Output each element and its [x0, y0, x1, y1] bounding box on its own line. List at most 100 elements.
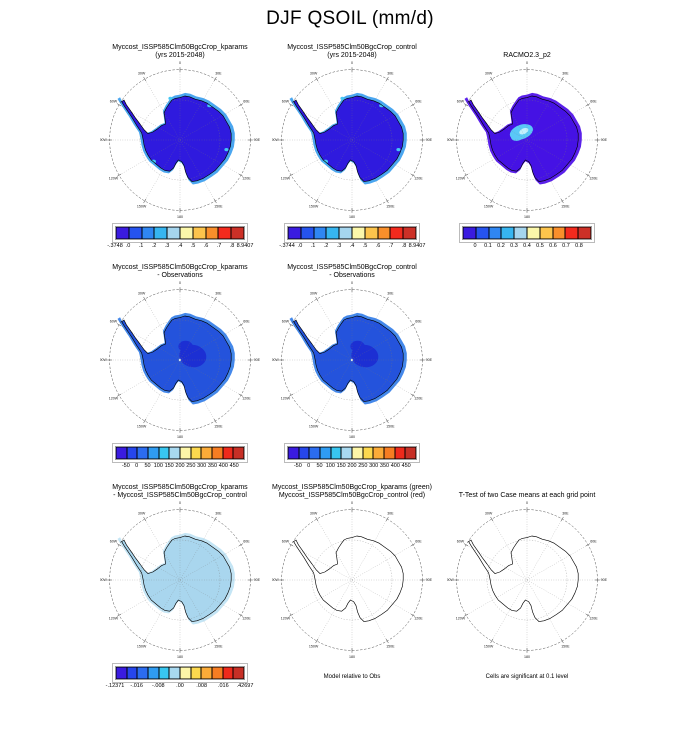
- longitude-label: 90E: [426, 358, 432, 362]
- longitude-label: 150W: [484, 644, 494, 648]
- longitude-label: 120E: [589, 616, 598, 620]
- boundary-tick: [385, 76, 389, 82]
- colorbar-segment: [180, 447, 191, 459]
- colorbar-segment: [190, 667, 202, 679]
- boundary-tick: [143, 76, 147, 82]
- antarctica-coastline: [121, 95, 232, 182]
- colorbar-tick-label: 50: [144, 463, 151, 469]
- colorbar-tick-label: .5: [190, 243, 196, 249]
- dark-anomaly-patch: [178, 340, 193, 352]
- colorbar-tick-label: 150: [164, 463, 174, 469]
- boundary-tick: [143, 638, 147, 644]
- panel-title: Myccost_ISSP585Clm50BgcCrop_control (yrs…: [287, 44, 417, 59]
- melt-patch-core: [519, 127, 529, 135]
- colorbar-segment: [169, 667, 181, 679]
- boundary-tick: [463, 543, 469, 547]
- longitude-label: 60W: [457, 540, 465, 544]
- colorbar-segment: [475, 227, 489, 239]
- panel-title: Myccost_ISSP585Clm50BgcCrop_kparams - Ob…: [112, 264, 248, 279]
- longitude-label: 0: [351, 61, 353, 65]
- colorbar-tick-label: .7: [388, 243, 394, 249]
- boundary-tick: [116, 103, 122, 107]
- colorbar-segment: [154, 227, 168, 239]
- antarctica-fill: [293, 96, 404, 182]
- antarctica-map: 0 30E 60E 90E 120E 150E 180 150W 120W 90W 60W 30W: [100, 500, 261, 660]
- melt-patch: [511, 132, 524, 141]
- colorbar-tick-label: 50: [316, 463, 323, 469]
- antarctica-map: 0 30E 60E 90E 120E 150E 180 150W 120W 90W 60W 30W: [100, 60, 261, 220]
- longitude-label: 60W: [110, 100, 118, 104]
- boundary-tick: [490, 516, 494, 522]
- colorbar-segment: [126, 447, 138, 459]
- longitude-label: 120E: [242, 616, 251, 620]
- longitude-label: 180: [349, 215, 355, 219]
- meridian-line: [316, 518, 388, 642]
- longitude-label: 150W: [309, 204, 319, 208]
- longitude-label: 150W: [309, 424, 319, 428]
- longitude-label: 90W: [100, 358, 108, 362]
- boundary-tick: [213, 296, 217, 302]
- colorbar-tick-label: 350: [207, 463, 218, 469]
- colorbar-tick-label: -.3744: [279, 243, 295, 249]
- colorbar-segment: [288, 227, 301, 239]
- longitude-label: 90E: [254, 138, 260, 142]
- colorbar-tick-label: 0.1: [484, 243, 492, 249]
- boundary-tick: [410, 103, 416, 107]
- map-svg: 0 30E 60E 90E 120E 150E 180 150W 120W 90W 60W 30W: [447, 501, 608, 659]
- longitude-label: 30E: [215, 511, 222, 515]
- boundary-tick: [143, 516, 147, 522]
- boundary-tick: [585, 173, 591, 177]
- boundary-tick: [288, 543, 294, 547]
- boundary-tick: [490, 638, 494, 644]
- colorbar: -.3744.0 .1 .2 .3 .4 .5 .6 .7 .8 8.9407: [279, 223, 425, 252]
- longitude-label: 90W: [272, 358, 280, 362]
- colorbar-segment: [128, 227, 142, 239]
- colorbar-segment: [352, 447, 363, 459]
- colorbar-tick-label: 350: [379, 463, 390, 469]
- longitude-label: 30E: [562, 511, 569, 515]
- boundary-tick: [315, 198, 319, 204]
- colorbar-tick-label: 0.8: [575, 243, 583, 249]
- colorbar-segment: [488, 227, 502, 239]
- panel-kparams-minus-control: Myccost_ISSP585Clm50BgcCrop_kparams - My…: [90, 484, 270, 736]
- longitude-label: 30E: [387, 511, 394, 515]
- colorbar-segment: [141, 227, 155, 239]
- colorbar-tick-label: .2: [323, 243, 329, 249]
- colorbar-segment: [116, 447, 127, 459]
- longitude-label: 90E: [426, 138, 432, 142]
- colorbar-labels: -50 0 50 100 150 200 250 300 350 400 450: [115, 463, 245, 472]
- longitude-label: 90W: [100, 578, 108, 582]
- boundary-tick: [213, 198, 217, 204]
- colorbar-tick-label: 400: [390, 463, 400, 469]
- colorbar-segment: [565, 227, 579, 239]
- coast-spot: [207, 104, 212, 108]
- longitude-label: 180: [349, 435, 355, 439]
- longitude-label: 0: [526, 61, 528, 65]
- longitude-label: 60W: [110, 320, 118, 324]
- colorbar-tick-label: 0.4: [523, 243, 531, 249]
- meridian-line: [144, 78, 216, 202]
- coast-spot: [340, 96, 345, 100]
- colorbar-segment: [403, 227, 416, 239]
- colorbar-tick-label: .8: [401, 243, 407, 249]
- longitude-label: 90E: [601, 138, 607, 142]
- colorbar-segment: [233, 667, 245, 679]
- longitude-label: 60E: [415, 540, 422, 544]
- antarctica-coastline: [121, 535, 232, 622]
- boundary-tick: [238, 393, 244, 397]
- longitude-label: 120E: [242, 176, 251, 180]
- colorbar-segment: [158, 447, 170, 459]
- colorbar-tick-label: .0: [125, 243, 131, 249]
- boundary-tick: [410, 543, 416, 547]
- colorbar-segment: [364, 227, 378, 239]
- colorbar-tick-label: -50: [121, 463, 130, 469]
- longitude-label: 60E: [243, 540, 250, 544]
- boundary-tick: [560, 638, 564, 644]
- longitude-label: 120W: [109, 176, 119, 180]
- longitude-label: 60E: [590, 100, 597, 104]
- colorbar-tick-label: 300: [369, 463, 379, 469]
- colorbar-tick-label: -.016: [130, 683, 143, 689]
- meridian-line: [316, 298, 388, 422]
- longitude-label: 150W: [137, 204, 147, 208]
- map-svg: 0 30E 60E 90E 120E 150E 180 150W 120W 90W 60W 30W: [272, 61, 433, 219]
